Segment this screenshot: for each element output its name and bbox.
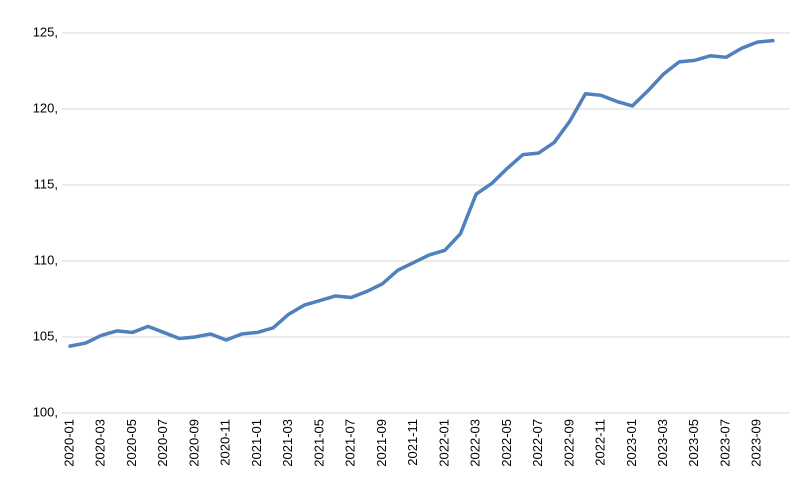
x-tick-label: 2023-05 xyxy=(686,419,701,467)
x-tick-label: 2023-07 xyxy=(717,419,732,467)
x-tick-label: 2022-05 xyxy=(499,419,514,467)
line-series xyxy=(68,38,775,348)
y-tick-label: 125, xyxy=(33,24,58,39)
y-tick-label: 110, xyxy=(34,252,58,267)
x-tick-label: 2021-05 xyxy=(311,419,326,467)
x-tick-label: 2020-11 xyxy=(218,419,233,466)
y-tick-label: 115, xyxy=(34,176,58,191)
x-tick-label: 2022-11 xyxy=(593,419,608,466)
y-tick-label: 120, xyxy=(33,100,58,115)
y-tick-label: 105, xyxy=(33,328,58,343)
x-tick-label: 2023-01 xyxy=(624,419,639,467)
x-tick-label: 2023-03 xyxy=(655,419,670,467)
x-tick-label: 2020-05 xyxy=(124,419,139,467)
x-tick-label: 2022-01 xyxy=(436,419,451,467)
y-tick-label: 100, xyxy=(33,404,58,419)
x-tick-label: 2020-07 xyxy=(155,419,170,467)
x-tick-label: 2022-09 xyxy=(561,419,576,467)
x-tick-label: 2023-09 xyxy=(749,419,764,467)
x-tick-label: 2022-07 xyxy=(530,419,545,467)
x-tick-label: 2020-09 xyxy=(186,419,201,467)
x-tick-label: 2021-07 xyxy=(343,419,358,467)
x-tick-label: 2021-03 xyxy=(280,419,295,467)
x-tick-label: 2021-11 xyxy=(405,419,420,466)
x-tick-label: 2021-01 xyxy=(249,419,264,467)
x-tick-label: 2020-03 xyxy=(93,419,108,467)
x-tick-label: 2020-01 xyxy=(61,419,76,467)
x-tick-label: 2021-09 xyxy=(374,419,389,467)
x-tick-label: 2022-03 xyxy=(468,419,483,467)
